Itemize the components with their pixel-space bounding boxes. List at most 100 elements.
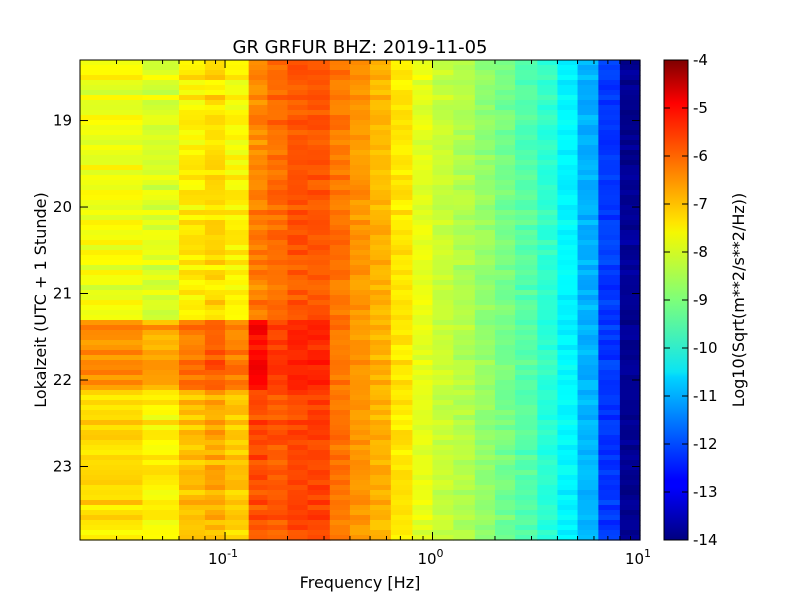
spectrogram-cell bbox=[225, 295, 250, 301]
spectrogram-cell bbox=[142, 125, 180, 131]
spectrogram-cell bbox=[225, 245, 250, 251]
spectrogram-cell bbox=[598, 330, 621, 336]
spectrogram-cell bbox=[619, 160, 641, 166]
spectrogram-cell bbox=[453, 150, 476, 156]
spectrogram-cell bbox=[432, 65, 454, 71]
spectrogram-cell bbox=[453, 175, 476, 181]
spectrogram-cell bbox=[370, 135, 392, 141]
spectrogram-cell bbox=[287, 150, 309, 156]
spectrogram-cell bbox=[412, 80, 434, 86]
spectrogram-cell bbox=[370, 470, 392, 476]
spectrogram-cell bbox=[474, 395, 496, 401]
spectrogram-cell bbox=[598, 300, 621, 306]
spectrogram-cell bbox=[204, 160, 226, 166]
spectrogram-cell bbox=[453, 320, 476, 326]
spectrogram-cell bbox=[537, 120, 559, 126]
spectrogram-cell bbox=[267, 265, 289, 271]
spectrogram-cell bbox=[537, 315, 559, 321]
spectrogram-cell bbox=[80, 430, 144, 436]
spectrogram-cell bbox=[432, 445, 454, 451]
spectrogram-cell bbox=[225, 285, 250, 291]
spectrogram-cell bbox=[453, 510, 476, 516]
spectrogram-cell bbox=[537, 175, 559, 181]
spectrogram-cell bbox=[453, 530, 476, 536]
spectrogram-cell bbox=[307, 90, 331, 96]
spectrogram-cell bbox=[619, 185, 641, 191]
spectrogram-cell bbox=[432, 105, 454, 111]
spectrogram-cell bbox=[225, 185, 250, 191]
spectrogram-cell bbox=[142, 410, 180, 416]
spectrogram-cell bbox=[577, 95, 599, 101]
spectrogram-cell bbox=[537, 530, 559, 536]
spectrogram-cell bbox=[267, 515, 289, 521]
spectrogram-cell bbox=[557, 445, 579, 451]
spectrogram-cell bbox=[494, 405, 516, 411]
spectrogram-cell bbox=[204, 460, 226, 466]
spectrogram-cell bbox=[619, 75, 641, 81]
spectrogram-cell bbox=[537, 535, 559, 541]
spectrogram-cell bbox=[598, 155, 621, 161]
spectrogram-cell bbox=[370, 375, 392, 381]
spectrogram-cell bbox=[179, 335, 206, 341]
spectrogram-cell bbox=[179, 155, 206, 161]
spectrogram-cell bbox=[515, 390, 538, 396]
spectrogram-cell bbox=[557, 310, 579, 316]
spectrogram-cell bbox=[598, 285, 621, 291]
spectrogram-cell bbox=[557, 400, 579, 406]
spectrogram-cell bbox=[179, 330, 206, 336]
spectrogram-cell bbox=[142, 455, 180, 461]
spectrogram-cell bbox=[349, 430, 371, 436]
spectrogram-cell bbox=[619, 345, 641, 351]
spectrogram-cell bbox=[390, 425, 414, 431]
spectrogram-cell bbox=[267, 160, 289, 166]
spectrogram-cell bbox=[329, 395, 351, 401]
y-tick-label: 20 bbox=[53, 198, 72, 216]
spectrogram-cell bbox=[248, 340, 268, 346]
spectrogram-cell bbox=[432, 235, 454, 241]
spectrogram-cell bbox=[142, 160, 180, 166]
spectrogram-cell bbox=[329, 500, 351, 506]
spectrogram-cell bbox=[307, 180, 331, 186]
colorbar-tick-label: -14 bbox=[693, 531, 718, 549]
spectrogram-cell bbox=[432, 130, 454, 136]
spectrogram-cell bbox=[248, 465, 268, 471]
spectrogram-cell bbox=[267, 145, 289, 151]
spectrogram-cell bbox=[537, 370, 559, 376]
spectrogram-cell bbox=[329, 250, 351, 256]
spectrogram-cell bbox=[577, 380, 599, 386]
spectrogram-cell bbox=[494, 90, 516, 96]
spectrogram-cell bbox=[287, 440, 309, 446]
spectrogram-cell bbox=[557, 210, 579, 216]
spectrogram-cell bbox=[412, 350, 434, 356]
spectrogram-cell bbox=[474, 235, 496, 241]
spectrogram-cell bbox=[329, 80, 351, 86]
spectrogram-cell bbox=[329, 170, 351, 176]
spectrogram-cell bbox=[329, 535, 351, 541]
spectrogram-cell bbox=[577, 305, 599, 311]
spectrogram-cell bbox=[329, 180, 351, 186]
spectrogram-cell bbox=[557, 520, 579, 526]
spectrogram-cell bbox=[370, 350, 392, 356]
spectrogram-cell bbox=[412, 135, 434, 141]
spectrogram-cell bbox=[329, 470, 351, 476]
spectrogram-cell bbox=[179, 200, 206, 206]
spectrogram-cell bbox=[248, 510, 268, 516]
spectrogram-cell bbox=[598, 105, 621, 111]
spectrogram-cell bbox=[557, 470, 579, 476]
spectrogram-cell bbox=[349, 320, 371, 326]
spectrogram-cell bbox=[453, 300, 476, 306]
spectrogram-cell bbox=[390, 345, 414, 351]
spectrogram-cell bbox=[412, 360, 434, 366]
spectrogram-cell bbox=[432, 210, 454, 216]
spectrogram-cell bbox=[329, 200, 351, 206]
spectrogram-cell bbox=[453, 420, 476, 426]
spectrogram-cell bbox=[225, 235, 250, 241]
spectrogram-cell bbox=[557, 510, 579, 516]
spectrogram-cell bbox=[619, 470, 641, 476]
spectrogram-cell bbox=[598, 295, 621, 301]
spectrogram-row bbox=[80, 390, 641, 396]
spectrogram-cell bbox=[370, 335, 392, 341]
spectrogram-cell bbox=[179, 295, 206, 301]
spectrogram-cell bbox=[370, 330, 392, 336]
spectrogram-cell bbox=[80, 195, 144, 201]
